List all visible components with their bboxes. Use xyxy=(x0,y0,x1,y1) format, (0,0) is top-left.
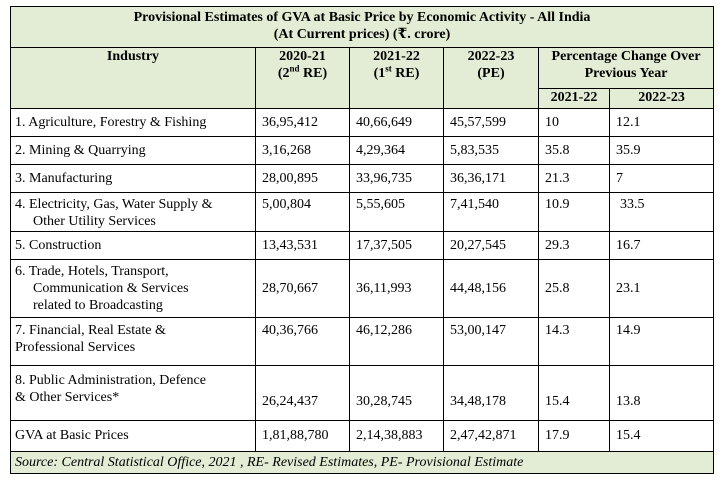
table-title: Provisional Estimates of GVA at Basic Pr… xyxy=(9,6,715,48)
header-row-1: Industry 2020-21 (2nd RE) 2021-22 (1st R… xyxy=(10,47,715,109)
pct-2021-22: 35.8 xyxy=(538,136,610,165)
table-row: 7. Financial, Real Estate & Professional … xyxy=(10,317,715,366)
value-2021-22: 36,11,993 xyxy=(349,259,444,318)
pct-2021-22: 15.4 xyxy=(538,365,610,421)
value-2022-23: 45,57,599 xyxy=(443,108,539,137)
value-2021-22: 46,12,286 xyxy=(349,317,444,366)
value-2020-21: 28,70,667 xyxy=(255,259,350,318)
industry-cell: 2. Mining & Quarrying xyxy=(10,136,256,165)
pct-2022-23: 35.9 xyxy=(608,136,715,165)
pct-2022-23: 33.5 xyxy=(608,192,715,232)
header-2020-21: 2020-21 (2nd RE) xyxy=(255,47,350,109)
table-row: 3. Manufacturing 28,00,895 33,96,735 36,… xyxy=(10,164,715,193)
source-note: Source: Central Statistical Office, 2021… xyxy=(9,451,715,474)
gva-table-container: Provisional Estimates of GVA at Basic Pr… xyxy=(9,6,715,474)
industry-cell: 5. Construction xyxy=(10,231,256,260)
pct-2021-22: 21.3 xyxy=(538,164,610,193)
pct-2022-23: 7 xyxy=(608,164,715,193)
value-2020-21: 40,36,766 xyxy=(255,317,350,366)
value-2022-23: 2,47,42,871 xyxy=(443,420,539,452)
value-2020-21: 36,95,412 xyxy=(255,108,350,137)
value-2020-21: 28,00,895 xyxy=(255,164,350,193)
header-pct-2022-23: 2022-23 xyxy=(608,88,715,109)
industry-cell: 4. Electricity, Gas, Water Supply & Other… xyxy=(10,192,256,232)
table-row: 6. Trade, Hotels, Transport, Communicatio… xyxy=(10,259,715,318)
pct-2021-22: 29.3 xyxy=(538,231,610,260)
value-2022-23: 34,48,178 xyxy=(443,365,539,421)
table-title-row: Provisional Estimates of GVA at Basic Pr… xyxy=(9,6,715,48)
header-percentage-change: Percentage Change Over Previous Year xyxy=(537,47,715,89)
value-2021-22: 2,14,38,883 xyxy=(349,420,444,452)
table-row: 1. Agriculture, Forestry & Fishing 36,95… xyxy=(10,108,715,137)
value-2021-22: 17,37,505 xyxy=(349,231,444,260)
table-title-line1: Provisional Estimates of GVA at Basic Pr… xyxy=(133,10,591,25)
pct-2022-23: 12.1 xyxy=(608,108,715,137)
value-2020-21: 1,81,88,780 xyxy=(255,420,350,452)
header-2022-23-tag: (PE) xyxy=(477,66,505,81)
pct-2021-22: 10.9 xyxy=(538,192,610,232)
pct-2021-22: 10 xyxy=(538,108,610,137)
pct-2022-23: 23.1 xyxy=(608,259,715,318)
value-2022-23: 20,27,545 xyxy=(443,231,539,260)
header-industry: Industry xyxy=(10,47,256,109)
value-2021-22: 5,55,605 xyxy=(349,192,444,232)
table-row-total: GVA at Basic Prices 1,81,88,780 2,14,38,… xyxy=(10,420,715,452)
value-2022-23: 7,41,540 xyxy=(443,192,539,232)
industry-cell: 1. Agriculture, Forestry & Fishing xyxy=(10,108,256,137)
table-row: 2. Mining & Quarrying 3,16,268 4,29,364 … xyxy=(10,136,715,165)
pct-2021-22: 17.9 xyxy=(538,420,610,452)
value-2021-22: 4,29,364 xyxy=(349,136,444,165)
header-2022-23: 2022-23 (PE) xyxy=(443,47,539,109)
gva-table: Provisional Estimates of GVA at Basic Pr… xyxy=(9,6,715,474)
industry-cell: 6. Trade, Hotels, Transport, Communicatio… xyxy=(10,259,256,318)
footer-row: Source: Central Statistical Office, 2021… xyxy=(9,451,715,474)
table-row: 5. Construction 13,43,531 17,37,505 20,2… xyxy=(10,231,715,260)
pct-2022-23: 13.8 xyxy=(608,365,715,421)
pct-2021-22: 14.3 xyxy=(538,317,610,366)
header-2021-22-tag: (1st RE) xyxy=(373,63,420,81)
header-2021-22-year: 2021-22 xyxy=(373,49,420,64)
value-2021-22: 30,28,745 xyxy=(349,365,444,421)
value-2021-22: 40,66,649 xyxy=(349,108,444,137)
header-pct-2021-22: 2021-22 xyxy=(538,88,610,109)
header-2021-22: 2021-22 (1st RE) xyxy=(349,47,444,109)
pct-2022-23: 16.7 xyxy=(608,231,715,260)
table-title-line2: (At Current prices) (₹. crore) xyxy=(273,27,451,42)
value-2022-23: 53,00,147 xyxy=(443,317,539,366)
header-2022-23-year: 2022-23 xyxy=(467,49,515,64)
value-2022-23: 44,48,156 xyxy=(443,259,539,318)
table-row: 8. Public Administration, Defence & Other… xyxy=(10,365,715,421)
industry-cell: 8. Public Administration, Defence & Other… xyxy=(10,365,256,421)
table-row: 4. Electricity, Gas, Water Supply & Other… xyxy=(10,192,715,232)
value-2020-21: 26,24,437 xyxy=(255,365,350,421)
header-2020-21-tag: (2nd RE) xyxy=(277,63,328,81)
value-2020-21: 13,43,531 xyxy=(255,231,350,260)
pct-2022-23: 15.4 xyxy=(608,420,715,452)
value-2022-23: 5,83,535 xyxy=(443,136,539,165)
pct-2022-23: 14.9 xyxy=(608,317,715,366)
industry-cell: 3. Manufacturing xyxy=(10,164,256,193)
value-2020-21: 5,00,804 xyxy=(255,192,350,232)
pct-2021-22: 25.8 xyxy=(538,259,610,318)
value-2020-21: 3,16,268 xyxy=(255,136,350,165)
industry-cell: GVA at Basic Prices xyxy=(10,420,256,452)
value-2021-22: 33,96,735 xyxy=(349,164,444,193)
value-2022-23: 36,36,171 xyxy=(443,164,539,193)
header-2020-21-year: 2020-21 xyxy=(279,49,326,64)
industry-cell: 7. Financial, Real Estate & Professional … xyxy=(10,317,256,366)
